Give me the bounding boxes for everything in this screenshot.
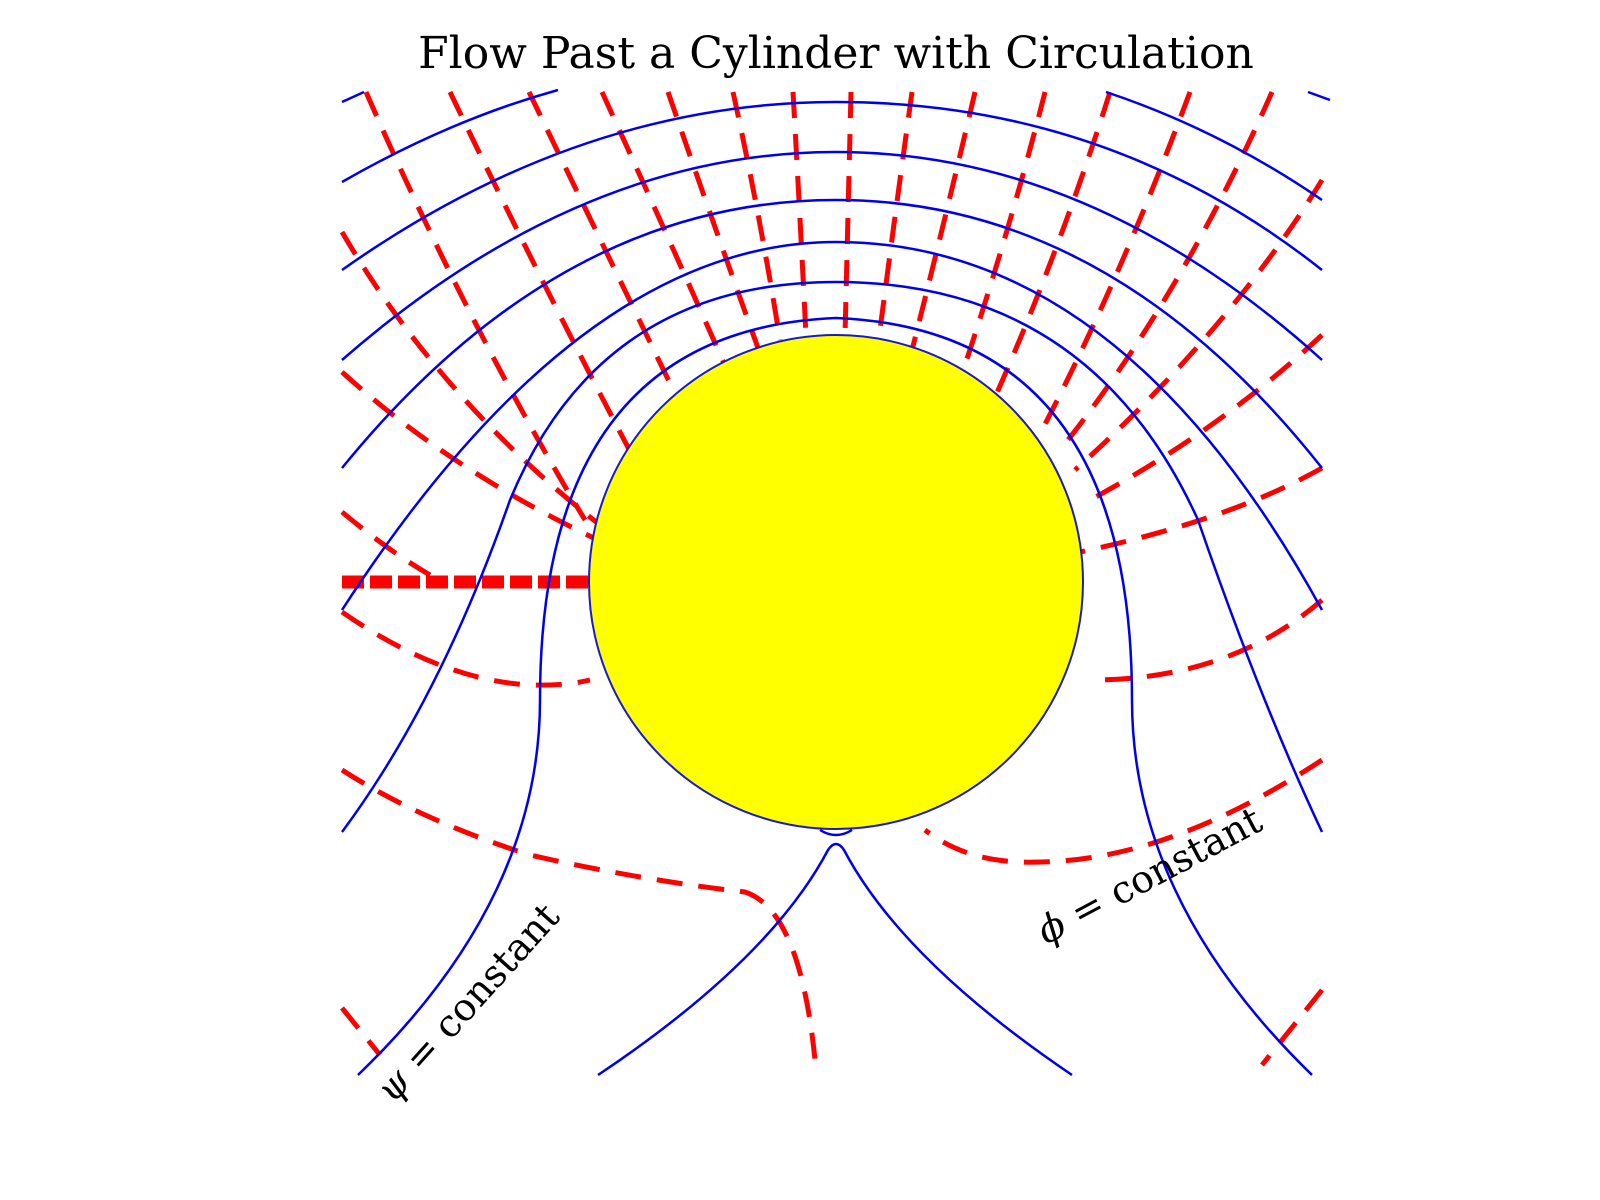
potential-line [1073,178,1325,472]
potential-line [1058,90,1275,452]
potential-line [1079,465,1324,555]
potential-line [730,91,783,341]
potential-lines [339,90,1325,1067]
potential-line [340,1006,382,1057]
potential-line [340,767,818,1061]
potential-line [340,609,591,688]
streamline [340,280,1324,833]
potential-line [907,91,978,359]
streamline [341,88,559,184]
potential-line [526,90,685,410]
streamline [341,198,1323,469]
potential-line [1039,91,1193,432]
streamline [1307,90,1331,102]
potential-line [447,90,635,457]
streamline [341,100,1323,272]
streamline [597,842,1073,1077]
potential-line [842,91,854,337]
streamline [340,240,1324,611]
potential-line [790,91,809,337]
potential-line [340,370,600,543]
cylinder [588,334,1084,830]
potential-line [340,510,432,578]
streamline [341,90,365,104]
streamline [341,150,1323,361]
potential-line [665,91,761,349]
streamline [357,316,1313,1076]
phi-label: = constant [1052,798,1269,941]
potential-line [339,230,602,527]
potential-line [1260,988,1324,1067]
streamline [1105,90,1323,202]
potential-line [993,91,1113,397]
potential-line [923,757,1324,865]
potential-line [1089,598,1324,683]
potential-line [599,90,730,372]
streamlines [340,88,1331,1077]
potential-line [957,91,1048,381]
diagram-title: Flow Past a Cylinder with Circulation [418,28,1254,79]
potential-line [1088,333,1324,503]
potential-line [875,91,915,346]
streamline [819,828,853,837]
psi-annotation: ψ = constant [367,895,568,1111]
